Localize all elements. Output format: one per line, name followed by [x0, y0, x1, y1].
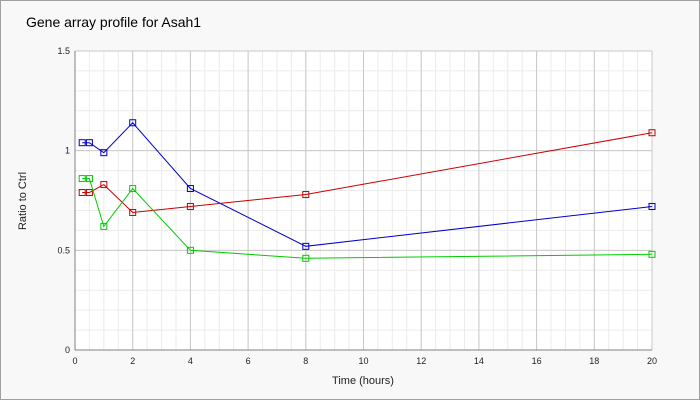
chart-title: Gene array profile for Asah1: [26, 14, 201, 30]
data-point: [78, 175, 86, 183]
series-line: [82, 178, 653, 259]
data-point: [302, 191, 310, 199]
data-point: [129, 208, 137, 216]
x-axis-label: Time (hours): [332, 375, 394, 387]
data-point: [302, 254, 310, 262]
series-1: [78, 119, 656, 250]
x-tick-label: 16: [532, 356, 542, 366]
x-tick-label: 0: [72, 356, 77, 366]
series-layer: [78, 119, 656, 262]
x-tick-label: 2: [130, 356, 135, 366]
series-line: [82, 122, 653, 247]
y-tick-label: 0.5: [57, 245, 70, 255]
axes: [74, 51, 652, 351]
data-point: [78, 139, 86, 147]
data-point: [100, 149, 108, 157]
x-tick-label: 18: [589, 356, 599, 366]
x-tick-label: 14: [474, 356, 484, 366]
data-point: [648, 202, 656, 210]
data-point: [302, 242, 310, 250]
x-tick-label: 8: [303, 356, 308, 366]
data-point: [100, 222, 108, 230]
data-point: [186, 185, 194, 193]
data-point: [100, 181, 108, 189]
data-point: [129, 119, 137, 127]
x-tick-label: 4: [188, 356, 193, 366]
data-point: [129, 185, 137, 193]
tick-labels: 0 2 4 6 8 10 12 14 16 18 20 0 0.5 1 1.5: [57, 46, 657, 366]
y-axis-label: Ratio to Ctrl: [17, 172, 29, 230]
data-point: [85, 189, 93, 197]
data-point: [85, 175, 93, 183]
data-point: [648, 250, 656, 258]
data-point: [186, 202, 194, 210]
series-3: [78, 175, 656, 262]
series-2: [78, 129, 656, 216]
y-tick-label: 0: [65, 345, 70, 355]
y-tick-label: 1: [65, 146, 70, 156]
data-point: [78, 189, 86, 197]
data-point: [85, 139, 93, 147]
data-point: [186, 246, 194, 254]
x-tick-label: 6: [246, 356, 251, 366]
x-tick-label: 12: [416, 356, 426, 366]
series-line: [82, 132, 653, 214]
y-tick-label: 1.5: [57, 46, 70, 56]
x-tick-label: 20: [647, 356, 657, 366]
data-point: [648, 129, 656, 137]
x-tick-label: 10: [358, 356, 368, 366]
